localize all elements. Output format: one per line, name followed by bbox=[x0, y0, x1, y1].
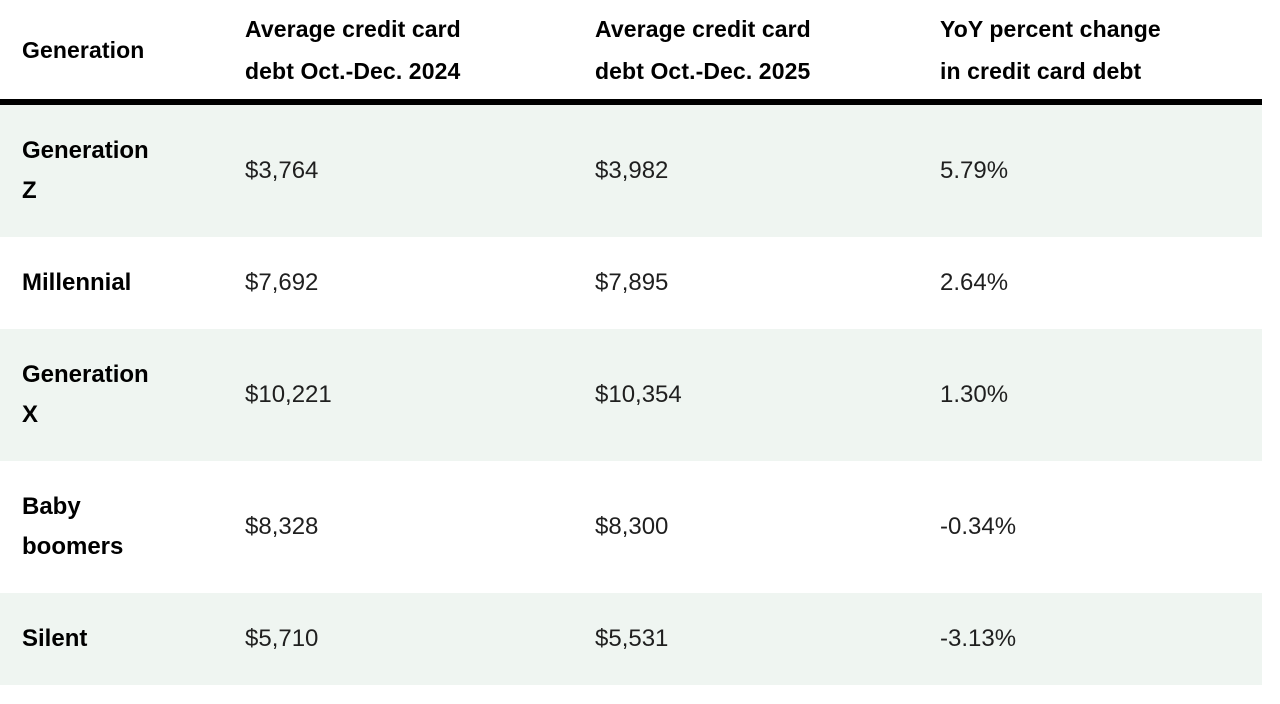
row-label: Silent bbox=[0, 593, 223, 685]
yoy-change-value: 5.79% bbox=[918, 102, 1262, 237]
row-label: Millennial bbox=[0, 237, 223, 329]
column-header-yoy-change: YoY percent change in credit card debt bbox=[918, 0, 1262, 105]
table-body: Generation Z $3,764 $3,982 5.79% Millenn… bbox=[0, 102, 1262, 685]
debt-2024-value: $3,764 bbox=[223, 102, 573, 237]
debt-2024-value: $8,328 bbox=[223, 461, 573, 593]
row-label: Generation Z bbox=[0, 102, 223, 237]
debt-2025-value: $10,354 bbox=[573, 329, 918, 461]
column-header-label: Generation bbox=[22, 36, 145, 63]
table-row-millennial: Millennial $7,692 $7,895 2.64% bbox=[0, 237, 1262, 329]
row-label: Baby boomers bbox=[0, 461, 223, 593]
column-header-label: Average credit card debt Oct.-Dec. 2024 bbox=[245, 15, 461, 84]
column-header-debt-2024: Average credit card debt Oct.-Dec. 2024 bbox=[223, 0, 573, 105]
generation-name: Silent bbox=[22, 625, 88, 652]
yoy-change-value: -0.34% bbox=[918, 461, 1262, 593]
generation-name: Millennial bbox=[22, 269, 132, 296]
generation-name: Baby boomers bbox=[22, 493, 124, 560]
column-header-label: YoY percent change in credit card debt bbox=[940, 15, 1161, 84]
column-header-label: Average credit card debt Oct.-Dec. 2025 bbox=[595, 15, 811, 84]
row-label: Generation X bbox=[0, 329, 223, 461]
debt-2024-value: $10,221 bbox=[223, 329, 573, 461]
table-row-silent: Silent $5,710 $5,531 -3.13% bbox=[0, 593, 1262, 685]
header-row: Generation Average credit card debt Oct.… bbox=[0, 0, 1262, 105]
generation-name: Generation X bbox=[22, 361, 149, 428]
table-row-generation-z: Generation Z $3,764 $3,982 5.79% bbox=[0, 102, 1262, 237]
debt-2024-value: $7,692 bbox=[223, 237, 573, 329]
table-header: Generation Average credit card debt Oct.… bbox=[0, 0, 1262, 105]
yoy-change-value: -3.13% bbox=[918, 593, 1262, 685]
table-container: Generation Average credit card debt Oct.… bbox=[0, 0, 1262, 685]
credit-card-debt-by-generation-table: Generation Average credit card debt Oct.… bbox=[0, 0, 1262, 685]
generation-name: Generation Z bbox=[22, 137, 149, 204]
yoy-change-value: 2.64% bbox=[918, 237, 1262, 329]
debt-2025-value: $3,982 bbox=[573, 102, 918, 237]
column-header-generation: Generation bbox=[0, 0, 223, 105]
debt-2024-value: $5,710 bbox=[223, 593, 573, 685]
table-row-generation-x: Generation X $10,221 $10,354 1.30% bbox=[0, 329, 1262, 461]
debt-2025-value: $8,300 bbox=[573, 461, 918, 593]
debt-2025-value: $5,531 bbox=[573, 593, 918, 685]
column-header-debt-2025: Average credit card debt Oct.-Dec. 2025 bbox=[573, 0, 918, 105]
yoy-change-value: 1.30% bbox=[918, 329, 1262, 461]
debt-2025-value: $7,895 bbox=[573, 237, 918, 329]
table-row-baby-boomers: Baby boomers $8,328 $8,300 -0.34% bbox=[0, 461, 1262, 593]
